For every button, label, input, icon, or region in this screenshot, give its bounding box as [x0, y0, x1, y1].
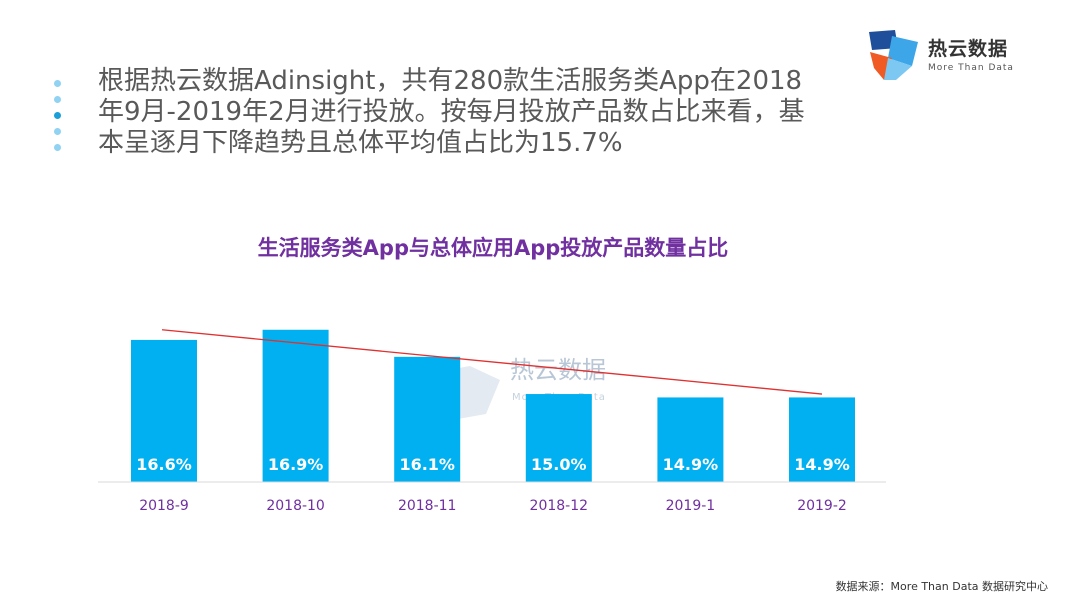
bar-value-label: 14.9% — [794, 455, 850, 474]
x-tick-label: 2018-9 — [139, 498, 189, 514]
bar-value-label: 15.0% — [531, 455, 587, 474]
watermark-text: 热云数据 — [510, 356, 606, 384]
x-axis-ticks: 2018-9 2018-10 2018-11 2018-12 2019-1 2019-2 — [139, 498, 847, 514]
x-tick-label: 2018-11 — [398, 498, 457, 514]
x-tick-label: 2018-10 — [266, 498, 325, 514]
bar-value-label: 16.1% — [399, 455, 455, 474]
bar-chart: 热云数据 More Than Data 16.6%16.9%16.1%15.0%… — [0, 0, 1080, 608]
source-note: 数据来源：More Than Data 数据研究中心 — [836, 578, 1048, 594]
bar-value-label: 16.9% — [268, 455, 324, 474]
x-tick-label: 2018-12 — [530, 498, 589, 514]
x-tick-label: 2019-2 — [797, 498, 847, 514]
x-tick-label: 2019-1 — [666, 498, 716, 514]
bar-series: 16.6% 16.9% 16.1% 15.0% 14.9% 14.9% — [131, 330, 855, 482]
bar-value-label: 14.9% — [663, 455, 719, 474]
bar-value-label: 16.6% — [136, 455, 192, 474]
